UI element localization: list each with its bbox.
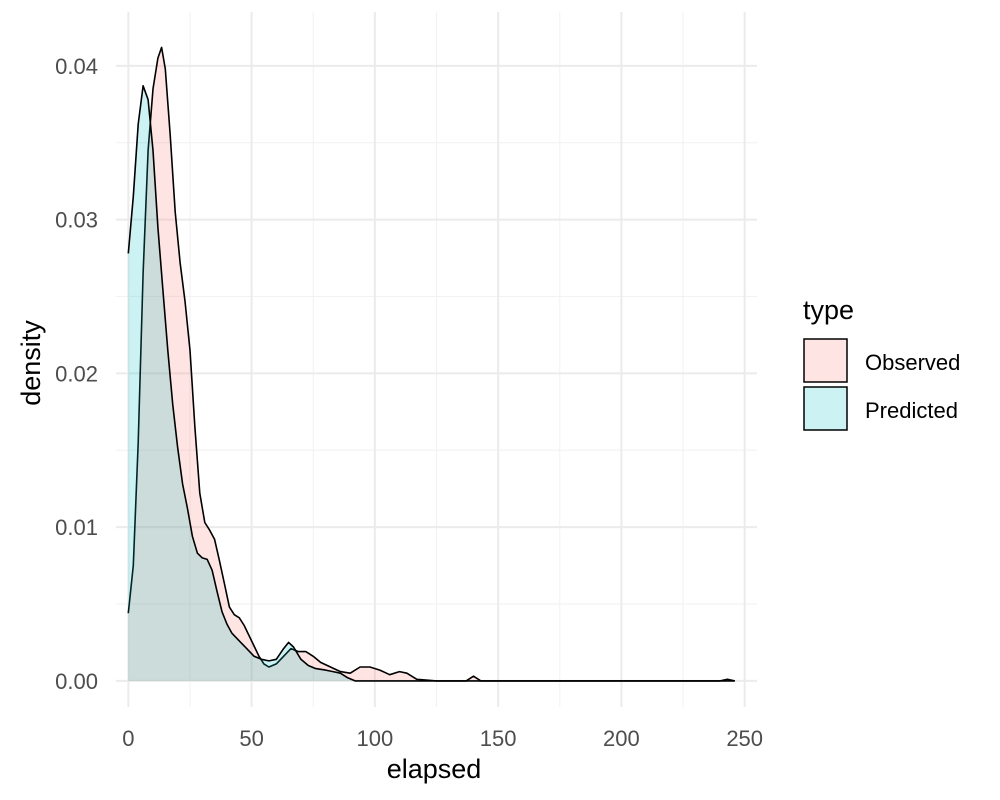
legend-label-predicted: Predicted	[865, 398, 958, 423]
y-axis-title: density	[16, 320, 46, 406]
legend-label-observed: Observed	[865, 350, 960, 375]
density-area-observed	[128, 47, 735, 681]
legend-key-observed	[803, 338, 848, 383]
x-tick-label: 100	[357, 726, 394, 751]
y-tick-label: 0.04	[55, 54, 98, 79]
legend-title: type	[803, 295, 854, 325]
x-tick-label: 50	[239, 726, 263, 751]
density-area-predicted	[128, 85, 735, 681]
x-axis-title: elapsed	[387, 754, 482, 784]
y-axis-ticks: 0.00 0.01 0.02 0.03 0.04	[55, 54, 98, 694]
x-tick-label: 200	[603, 726, 640, 751]
grid-major	[116, 12, 757, 707]
grid-minor	[116, 12, 757, 707]
y-tick-label: 0.03	[55, 208, 98, 233]
x-tick-label: 150	[480, 726, 517, 751]
legend-item-predicted: Predicted	[803, 386, 958, 431]
y-tick-label: 0.01	[55, 515, 98, 540]
density-line-predicted	[127, 85, 735, 682]
x-tick-label: 0	[122, 726, 134, 751]
legend-key-predicted	[803, 386, 848, 431]
legend: type Observed Predicted	[803, 295, 960, 431]
y-tick-label: 0.00	[55, 669, 98, 694]
x-axis-ticks: 0 50 100 150 200 250	[122, 726, 763, 751]
y-tick-label: 0.02	[55, 361, 98, 386]
density-areas	[127, 46, 735, 682]
x-tick-label: 250	[726, 726, 763, 751]
legend-item-observed: Observed	[803, 338, 960, 383]
density-line-observed	[127, 46, 735, 682]
